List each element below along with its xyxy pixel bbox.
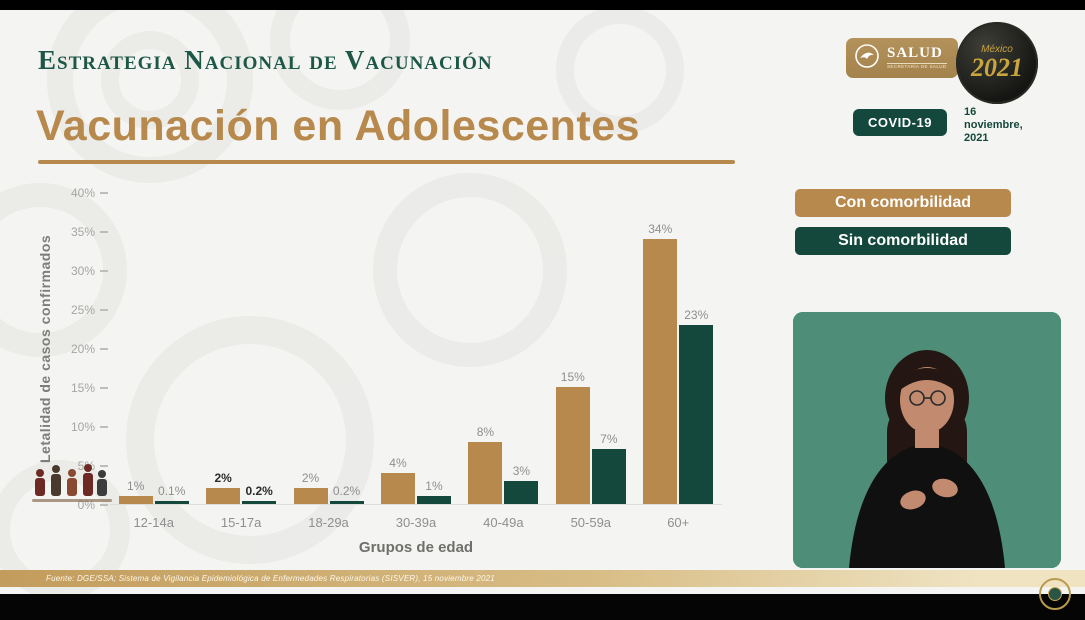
y-tick: 25% (71, 303, 108, 317)
gobierno-seal-icon (1039, 578, 1071, 610)
bar: 2% (206, 471, 241, 504)
bar: 2% (293, 471, 328, 504)
y-axis: 40%35%30%25%20%15%10%5%0% (28, 186, 108, 512)
date-label: 16 noviembre, 2021 (964, 106, 1023, 146)
x-tick-label: 30-39a (395, 515, 437, 530)
x-tick-label: 50-59a (570, 515, 612, 530)
bar: 8% (468, 425, 503, 504)
bottom-letterbox (0, 594, 1085, 620)
bar: 23% (679, 308, 714, 504)
bar-value-label: 0.2% (245, 484, 273, 498)
bar: 7% (591, 432, 626, 504)
bar-value-label: 15% (560, 370, 585, 384)
badge-year-label: 2021 (971, 53, 1023, 82)
people-figures-decoration (32, 464, 112, 502)
x-tick-label: 15-17a (220, 515, 262, 530)
bar-group: 8% 3% 40-49a (460, 193, 547, 530)
bar-group: 15% 7% 50-59a (547, 193, 634, 530)
bar-group: 2% 0.2% 15-17a (197, 193, 284, 530)
bar-chart: 40%35%30%25%20%15%10%5%0% 1%0.1%12-14a2%… (71, 186, 722, 530)
bar-value-label: 34% (648, 221, 673, 236)
date-line-month: noviembre, (964, 119, 1023, 132)
date-line-day: 16 (964, 106, 977, 118)
y-tick: 35% (71, 225, 108, 239)
page-title: Vacunación en Adolescentes (36, 102, 641, 150)
title-underline (38, 160, 735, 164)
bar: 15% (555, 370, 590, 504)
eagle-icon (854, 43, 880, 74)
y-tick: 20% (71, 342, 108, 356)
bar-value-label: 8% (476, 424, 495, 439)
salud-wordmark: SALUD (887, 45, 943, 62)
bar-value-label: 2% (214, 471, 232, 486)
bar: 1% (118, 479, 153, 504)
x-axis-title: Grupos de edad (358, 539, 474, 556)
bar-value-label: 2% (301, 471, 320, 486)
bar-value-label: 7% (600, 432, 618, 447)
bar-value-label: 1% (127, 479, 145, 494)
interpreter-illustration (793, 312, 1061, 568)
bar: 0.1% (154, 484, 189, 504)
y-tick: 15% (71, 381, 108, 395)
bar-value-label: 4% (389, 455, 407, 470)
sign-language-interpreter-video (793, 312, 1061, 568)
y-tick: 40% (71, 186, 108, 200)
program-title: Estrategia Nacional de Vacunación (38, 45, 493, 75)
bar-group: 2% 0.2% 18-29a (285, 193, 372, 530)
legend-con-comorbilidad: Con comorbilidad (795, 189, 1011, 217)
covid19-badge: COVID-19 (853, 109, 947, 136)
x-tick-label: 60+ (667, 515, 690, 530)
top-letterbox (0, 0, 1085, 10)
seal-center (1048, 587, 1062, 601)
source-text: Fuente: DGE/SSA; Sistema de Vigilancia E… (46, 574, 495, 583)
bar-group: 4% 1% 30-39a (372, 193, 459, 530)
bar: 3% (504, 464, 539, 504)
bar: 1% (416, 479, 451, 504)
salud-logo: SALUD Secretaría de Salud (846, 38, 958, 78)
bar-value-label: 0.2% (332, 484, 361, 498)
badge-mexico-label: México (981, 44, 1013, 55)
mexico-2021-badge: México 2021 (956, 22, 1038, 104)
bar-value-label: 3% (512, 463, 531, 478)
bar: 0.2% (329, 484, 364, 504)
date-line-year: 2021 (964, 132, 989, 145)
plot-area: 1% 0.1% 12-14a 2% 0.2% 15-17a 2% 0.2% 18-29a 4% 1%… (110, 193, 722, 530)
x-tick-label: 18-29a (308, 515, 349, 530)
bar-value-label: 0.1% (158, 484, 186, 498)
bar-group: 34% 23% 60+ (635, 193, 722, 530)
legend-sin-comorbilidad: Sin comorbilidad (795, 227, 1011, 255)
y-tick: 10% (71, 420, 108, 434)
bar-group: 1% 0.1% 12-14a (110, 193, 197, 530)
x-tick-label: 12-14a (133, 515, 174, 530)
x-tick-label: 40-49a (483, 515, 524, 530)
salud-subtitle: Secretaría de Salud (887, 63, 947, 70)
source-strip: Fuente: DGE/SSA; Sistema de Vigilancia E… (0, 570, 1085, 587)
bar: 0.2% (242, 484, 277, 504)
bar: 34% (643, 222, 678, 504)
bar: 4% (380, 456, 415, 504)
y-tick: 30% (71, 264, 108, 278)
slide: Estrategia Nacional de Vacunación Vacuna… (0, 10, 1085, 594)
bar-value-label: 1% (425, 479, 443, 494)
bar-value-label: 23% (684, 307, 709, 322)
